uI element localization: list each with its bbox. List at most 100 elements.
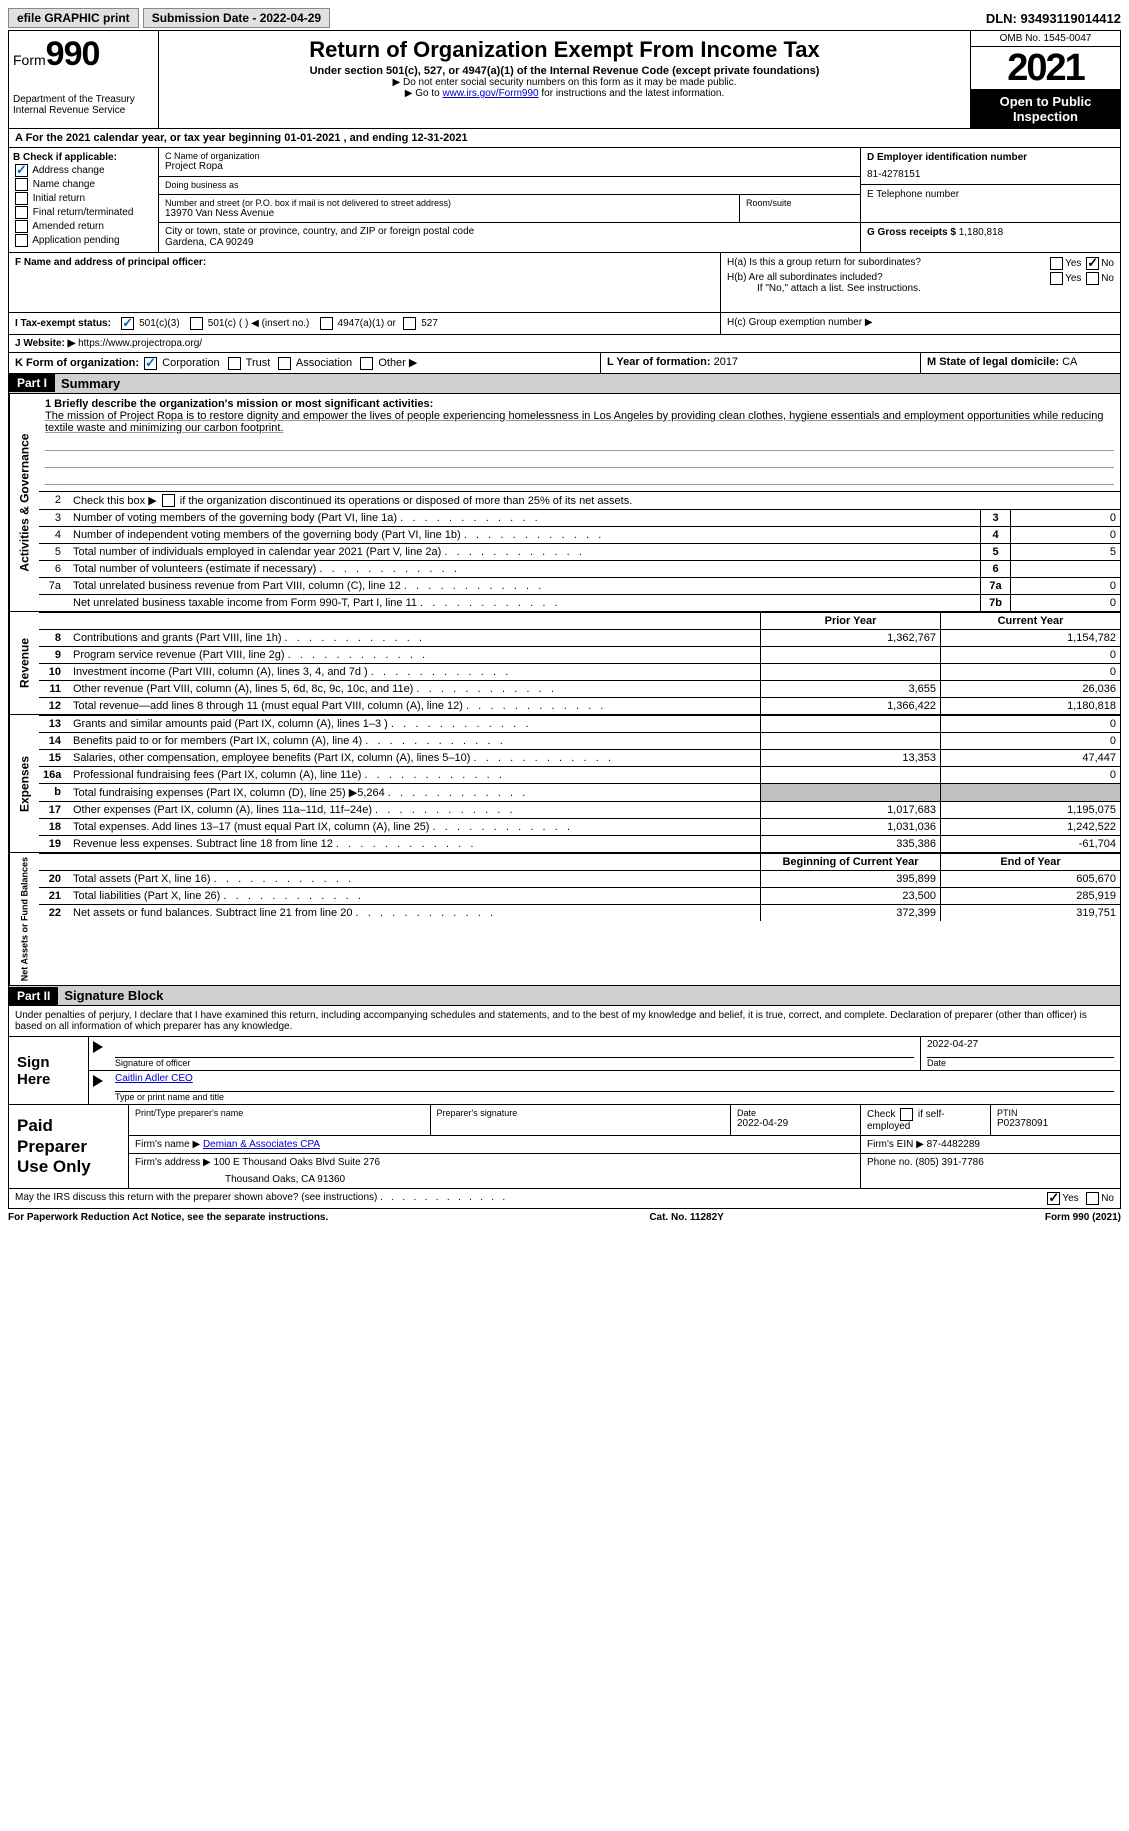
- corp-check[interactable]: Corporation: [162, 357, 219, 369]
- self-employed-check[interactable]: Check if self-employed: [860, 1105, 990, 1135]
- form-header: Form990 Department of the Treasury Inter…: [8, 30, 1121, 129]
- line2-text: Check this box ▶ if the organization dis…: [69, 492, 980, 510]
- money-line: 11Other revenue (Part VIII, column (A), …: [39, 680, 1120, 697]
- revenue-section: Revenue Prior Year Current Year 8Contrib…: [8, 612, 1121, 715]
- firm-ein-label: Firm's EIN ▶: [867, 1139, 924, 1150]
- box-b: B Check if applicable: Address change Na…: [9, 148, 159, 252]
- box-b-label: B Check if applicable:: [13, 152, 154, 163]
- website-row: J Website: ▶ https://www.projectropa.org…: [8, 335, 1121, 353]
- summary-line: 7aTotal unrelated business revenue from …: [39, 577, 1120, 594]
- tax-year: 2021: [971, 46, 1120, 90]
- vlabel-ag: Activities & Governance: [9, 394, 39, 612]
- other-check[interactable]: Other ▶: [378, 357, 417, 369]
- money-line: bTotal fundraising expenses (Part IX, co…: [39, 783, 1120, 801]
- form-number: Form990: [13, 35, 154, 74]
- money-line: 22Net assets or fund balances. Subtract …: [39, 904, 1120, 921]
- top-toolbar: efile GRAPHIC print Submission Date - 20…: [8, 8, 1121, 28]
- arrow-icon: [93, 1075, 103, 1087]
- type-name-label: Type or print name and title: [115, 1092, 1114, 1102]
- money-line: 12Total revenue—add lines 8 through 11 (…: [39, 697, 1120, 714]
- netassets-section: Net Assets or Fund Balances Beginning of…: [8, 853, 1121, 986]
- tax-status-row: I Tax-exempt status: 501(c)(3) 501(c) ( …: [8, 313, 1121, 335]
- money-line: 10Investment income (Part VIII, column (…: [39, 663, 1120, 680]
- gross-receipts-label: G Gross receipts $: [867, 227, 956, 238]
- money-line: 9Program service revenue (Part VIII, lin…: [39, 646, 1120, 663]
- form-word: Form: [13, 52, 46, 68]
- 501c-check[interactable]: 501(c) ( ) ◀ (insert no.): [208, 318, 310, 329]
- part2-bar: Part II Signature Block: [8, 986, 1121, 1006]
- assoc-check[interactable]: Association: [296, 357, 352, 369]
- summary-line: 5Total number of individuals employed in…: [39, 543, 1120, 560]
- firm-addr1: 100 E Thousand Oaks Blvd Suite 276: [214, 1157, 381, 1168]
- 527-check[interactable]: 527: [421, 318, 438, 329]
- prep-sig-label: Preparer's signature: [437, 1108, 725, 1118]
- discuss-yes-check[interactable]: [1047, 1192, 1060, 1205]
- addr-change-check[interactable]: Address change: [13, 164, 154, 177]
- city-label: City or town, state or province, country…: [165, 226, 854, 237]
- officer-name[interactable]: Caitlin Adler CEO: [115, 1073, 193, 1084]
- goto-post: for instructions and the latest informat…: [539, 88, 725, 99]
- year-formation: 2017: [714, 356, 738, 368]
- period-mid: , and ending: [340, 132, 411, 144]
- cat-number: Cat. No. 11282Y: [649, 1212, 723, 1223]
- box-c: C Name of organization Project Ropa Doin…: [159, 148, 860, 252]
- firm-phone: (805) 391-7786: [915, 1157, 983, 1168]
- initial-return-check[interactable]: Initial return: [13, 192, 154, 205]
- goto-note: ▶ Go to www.irs.gov/Form990 for instruct…: [163, 88, 966, 99]
- money-line: 21Total liabilities (Part X, line 26)23,…: [39, 887, 1120, 904]
- discuss-row: May the IRS discuss this return with the…: [8, 1189, 1121, 1209]
- part1-title: Summary: [55, 374, 126, 393]
- col-curr: Current Year: [940, 613, 1120, 629]
- sig-officer-label: Signature of officer: [115, 1058, 914, 1068]
- addr-label: Number and street (or P.O. box if mail i…: [165, 198, 733, 208]
- app-pending-check[interactable]: Application pending: [13, 234, 154, 247]
- print-name-label: Print/Type preparer's name: [135, 1108, 424, 1118]
- prep-date: 2022-04-29: [737, 1118, 854, 1129]
- efile-print-button[interactable]: efile GRAPHIC print: [8, 8, 139, 28]
- name-change-check[interactable]: Name change: [13, 178, 154, 191]
- arrow-icon: [93, 1041, 103, 1053]
- 4947-check[interactable]: 4947(a)(1) or: [338, 318, 396, 329]
- expenses-section: Expenses 13Grants and similar amounts pa…: [8, 715, 1121, 853]
- box-f-label: F Name and address of principal officer:: [15, 257, 206, 268]
- perjury-declaration: Under penalties of perjury, I declare th…: [9, 1006, 1120, 1036]
- org-name-label: C Name of organization: [165, 151, 854, 161]
- vlabel-net: Net Assets or Fund Balances: [9, 853, 39, 985]
- hb-row: H(b) Are all subordinates included? Yes …: [727, 272, 1114, 283]
- principal-officer-row: F Name and address of principal officer:…: [8, 253, 1121, 313]
- money-line: 16aProfessional fundraising fees (Part I…: [39, 766, 1120, 783]
- final-return-check[interactable]: Final return/terminated: [13, 206, 154, 219]
- money-line: 20Total assets (Part X, line 16)395,8996…: [39, 870, 1120, 887]
- submission-date-button[interactable]: Submission Date - 2022-04-29: [143, 8, 330, 28]
- summary-section: Activities & Governance 1 Briefly descri…: [8, 394, 1121, 613]
- discuss-no-check[interactable]: [1086, 1192, 1099, 1205]
- trust-check[interactable]: Trust: [246, 357, 271, 369]
- state-domicile: CA: [1062, 356, 1077, 368]
- klm-row: K Form of organization: Corporation Trus…: [8, 353, 1121, 374]
- period-pre: A For the 2021 calendar year, or tax yea…: [15, 132, 284, 144]
- box-m-label: M State of legal domicile:: [927, 356, 1059, 368]
- box-k-label: K Form of organization:: [15, 357, 139, 369]
- box-l-label: L Year of formation:: [607, 356, 711, 368]
- org-name: Project Ropa: [165, 161, 854, 172]
- gross-receipts-value: 1,180,818: [959, 227, 1004, 238]
- irs-link[interactable]: www.irs.gov/Form990: [442, 88, 538, 99]
- col-end: End of Year: [940, 854, 1120, 870]
- 501c3-check[interactable]: 501(c)(3): [139, 318, 180, 329]
- ein-label: D Employer identification number: [867, 152, 1114, 163]
- summary-line: 6Total number of volunteers (estimate if…: [39, 560, 1120, 577]
- sign-here-grid: Sign Here Signature of officer 2022-04-2…: [9, 1036, 1120, 1104]
- money-line: 19Revenue less expenses. Subtract line 1…: [39, 835, 1120, 852]
- period-begin: 01-01-2021: [284, 132, 340, 144]
- date-label: Date: [927, 1058, 1114, 1068]
- vlabel-exp: Expenses: [9, 715, 39, 852]
- paid-preparer-grid: Paid Preparer Use Only Print/Type prepar…: [9, 1104, 1120, 1188]
- form-title: Return of Organization Exempt From Incom…: [163, 37, 966, 63]
- open-inspection: Open to Public Inspection: [971, 90, 1120, 128]
- firm-name[interactable]: Demian & Associates CPA: [203, 1139, 320, 1150]
- website-url: https://www.projectropa.org/: [78, 338, 202, 349]
- omb-number: OMB No. 1545-0047: [971, 31, 1120, 46]
- prep-date-label: Date: [737, 1108, 756, 1118]
- dba-label: Doing business as: [165, 180, 854, 190]
- amended-return-check[interactable]: Amended return: [13, 220, 154, 233]
